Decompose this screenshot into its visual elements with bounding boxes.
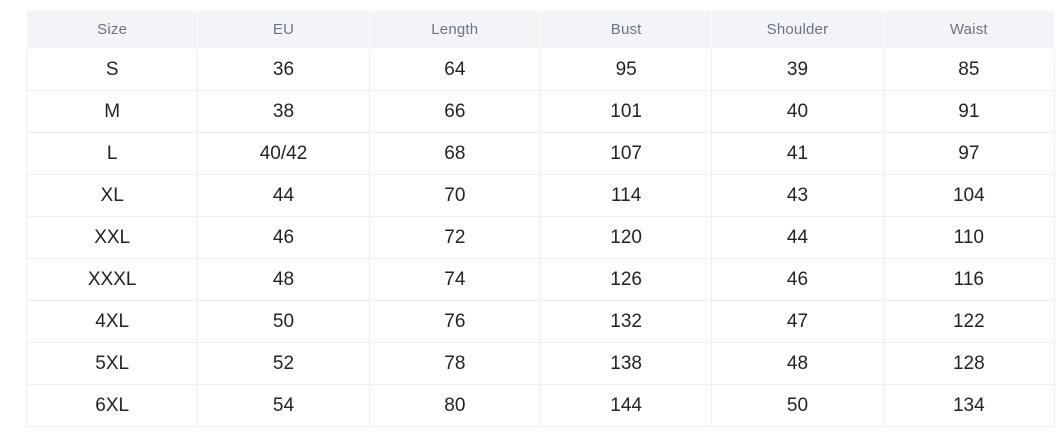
cell-eu: 48 (197, 258, 370, 301)
cell-shoulder: 39 (711, 48, 884, 91)
cell-waist: 104 (882, 174, 1056, 217)
cell-length: 68 (368, 132, 541, 175)
column-header-waist: Waist (882, 10, 1056, 49)
cell-length: 76 (368, 300, 541, 343)
table-row-4xl: 4XL 50 76 132 47 122 (25, 300, 1056, 343)
cell-waist: 97 (882, 132, 1056, 175)
cell-waist: 91 (882, 90, 1056, 133)
cell-bust: 144 (539, 384, 713, 427)
cell-bust: 107 (539, 132, 713, 175)
cell-length: 80 (368, 384, 541, 427)
cell-size: XXXL (25, 258, 199, 301)
table-row-s: S 36 64 95 39 85 (25, 48, 1056, 91)
cell-eu: 54 (197, 384, 370, 427)
cell-waist: 116 (882, 258, 1056, 301)
cell-shoulder: 40 (711, 90, 884, 133)
table-row-5xl: 5XL 52 78 138 48 128 (25, 342, 1056, 385)
cell-eu: 38 (197, 90, 370, 133)
cell-bust: 120 (539, 216, 713, 259)
cell-waist: 134 (882, 384, 1056, 427)
column-header-length: Length (368, 10, 541, 49)
table-row-xl: XL 44 70 114 43 104 (25, 174, 1056, 217)
table-row-m: M 38 66 101 40 91 (25, 90, 1056, 133)
cell-size: 5XL (25, 342, 199, 385)
cell-eu: 40/42 (197, 132, 370, 175)
cell-eu: 50 (197, 300, 370, 343)
cell-size: L (25, 132, 199, 175)
cell-size: XXL (25, 216, 199, 259)
cell-shoulder: 46 (711, 258, 884, 301)
cell-shoulder: 48 (711, 342, 884, 385)
column-header-eu: EU (197, 10, 370, 49)
table-row-6xl: 6XL 54 80 144 50 134 (25, 384, 1056, 427)
cell-size: 6XL (25, 384, 199, 427)
cell-shoulder: 41 (711, 132, 884, 175)
cell-length: 64 (368, 48, 541, 91)
cell-eu: 46 (197, 216, 370, 259)
cell-shoulder: 47 (711, 300, 884, 343)
table-row-xxxl: XXXL 48 74 126 46 116 (25, 258, 1056, 301)
cell-eu: 44 (197, 174, 370, 217)
cell-eu: 36 (197, 48, 370, 91)
cell-bust: 95 (539, 48, 713, 91)
cell-bust: 114 (539, 174, 713, 217)
cell-size: S (25, 48, 199, 91)
cell-shoulder: 44 (711, 216, 884, 259)
column-header-size: Size (25, 10, 199, 49)
cell-bust: 138 (539, 342, 713, 385)
cell-waist: 128 (882, 342, 1056, 385)
column-header-shoulder: Shoulder (711, 10, 884, 49)
cell-eu: 52 (197, 342, 370, 385)
size-chart-container: Size EU Length Bust Shoulder Waist S 36 … (25, 10, 1056, 427)
cell-bust: 132 (539, 300, 713, 343)
size-chart-table: Size EU Length Bust Shoulder Waist S 36 … (25, 10, 1056, 427)
cell-length: 74 (368, 258, 541, 301)
table-row-xxl: XXL 46 72 120 44 110 (25, 216, 1056, 259)
cell-length: 78 (368, 342, 541, 385)
cell-waist: 85 (882, 48, 1056, 91)
table-header-row: Size EU Length Bust Shoulder Waist (25, 10, 1056, 49)
cell-size: XL (25, 174, 199, 217)
cell-shoulder: 50 (711, 384, 884, 427)
cell-shoulder: 43 (711, 174, 884, 217)
cell-size: 4XL (25, 300, 199, 343)
cell-length: 72 (368, 216, 541, 259)
table-row-l: L 40/42 68 107 41 97 (25, 132, 1056, 175)
cell-length: 66 (368, 90, 541, 133)
column-header-bust: Bust (539, 10, 713, 49)
cell-waist: 122 (882, 300, 1056, 343)
cell-bust: 101 (539, 90, 713, 133)
cell-length: 70 (368, 174, 541, 217)
cell-waist: 110 (882, 216, 1056, 259)
cell-size: M (25, 90, 199, 133)
cell-bust: 126 (539, 258, 713, 301)
